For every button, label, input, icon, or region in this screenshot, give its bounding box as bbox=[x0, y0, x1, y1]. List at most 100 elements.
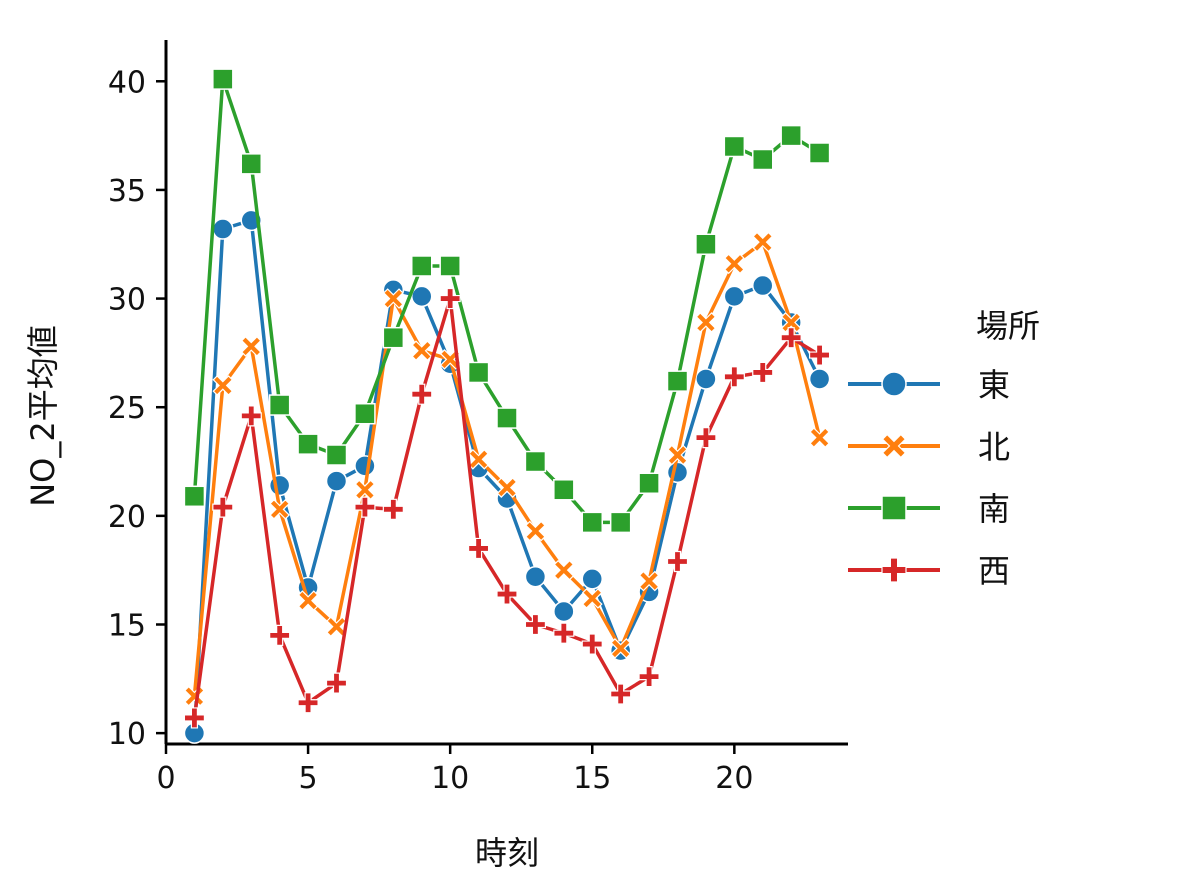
data-point bbox=[808, 142, 831, 164]
series-3 bbox=[183, 68, 831, 534]
data-point bbox=[581, 588, 603, 609]
legend-label: 西 bbox=[978, 552, 1010, 590]
series-line bbox=[192, 240, 822, 697]
data-point bbox=[354, 402, 376, 425]
data-point bbox=[809, 427, 830, 448]
legend-item: 東 bbox=[848, 366, 1010, 404]
data-point bbox=[752, 274, 774, 297]
data-point bbox=[325, 672, 348, 694]
data-point bbox=[468, 449, 489, 470]
data-point bbox=[524, 613, 547, 636]
data-point bbox=[752, 148, 774, 171]
legend-title: 場所 bbox=[976, 307, 1040, 345]
data-point bbox=[638, 472, 660, 495]
data-point bbox=[439, 255, 461, 277]
x-tick-label: 10 bbox=[431, 761, 469, 796]
data-point bbox=[666, 370, 689, 392]
legend-marker bbox=[881, 371, 907, 397]
data-point bbox=[752, 231, 774, 253]
data-point bbox=[666, 550, 689, 573]
data-point bbox=[808, 344, 831, 366]
data-point bbox=[780, 124, 802, 147]
data-point bbox=[610, 683, 632, 705]
data-point bbox=[553, 600, 575, 623]
data-point bbox=[525, 520, 546, 542]
series-4 bbox=[183, 287, 831, 729]
y-tick-label: 25 bbox=[108, 391, 146, 426]
data-point bbox=[297, 590, 319, 611]
data-point bbox=[354, 496, 376, 518]
data-point bbox=[780, 312, 802, 333]
data-point bbox=[524, 565, 547, 588]
legend-item: 南 bbox=[848, 490, 1010, 528]
data-point bbox=[695, 368, 717, 390]
data-point bbox=[411, 285, 433, 308]
data-point bbox=[467, 361, 490, 384]
data-point bbox=[212, 496, 234, 518]
data-point bbox=[723, 135, 746, 158]
y-tick-label: 35 bbox=[108, 174, 146, 209]
data-point bbox=[382, 498, 404, 520]
data-point bbox=[496, 477, 518, 498]
data-point bbox=[752, 361, 774, 384]
data-point bbox=[723, 366, 745, 388]
y-ticks: 10 15 20 25 30 35 40 bbox=[108, 65, 166, 752]
series-1 bbox=[183, 209, 831, 744]
data-point bbox=[354, 479, 376, 501]
data-point bbox=[212, 375, 234, 396]
legend-label: 南 bbox=[978, 490, 1010, 528]
data-point bbox=[269, 498, 291, 520]
data-point bbox=[411, 383, 433, 405]
data-point bbox=[723, 253, 745, 275]
data-point bbox=[212, 218, 234, 240]
data-point bbox=[411, 340, 433, 362]
data-point bbox=[183, 707, 206, 729]
data-point bbox=[808, 368, 831, 390]
x-tick-label: 20 bbox=[715, 761, 753, 796]
legend-marker bbox=[881, 433, 907, 459]
data-point bbox=[524, 450, 547, 473]
data-point bbox=[183, 485, 206, 508]
data-point bbox=[240, 405, 262, 427]
legend-label: 北 bbox=[978, 428, 1010, 466]
data-point bbox=[638, 666, 660, 688]
data-point bbox=[297, 433, 319, 455]
y-tick-label: 30 bbox=[108, 283, 146, 318]
data-point bbox=[269, 624, 291, 646]
data-point bbox=[325, 470, 348, 492]
data-point bbox=[411, 255, 433, 277]
data-point bbox=[240, 336, 262, 357]
y-tick-label: 10 bbox=[108, 717, 146, 752]
y-tick-label: 20 bbox=[108, 500, 146, 535]
data-point bbox=[496, 407, 518, 429]
data-point bbox=[326, 616, 347, 638]
data-point bbox=[496, 583, 518, 605]
legend-item: 北 bbox=[848, 428, 1010, 466]
plot-area bbox=[183, 68, 831, 744]
data-point bbox=[354, 455, 376, 477]
data-point bbox=[667, 444, 688, 466]
data-point bbox=[723, 285, 746, 308]
data-point bbox=[695, 427, 717, 449]
data-point bbox=[382, 326, 405, 349]
series-2 bbox=[184, 231, 830, 707]
data-point bbox=[325, 444, 348, 466]
y-axis-title: NO_2平均値 bbox=[24, 325, 62, 507]
data-point bbox=[382, 288, 404, 309]
data-point bbox=[581, 568, 603, 590]
y-tick-label: 15 bbox=[108, 608, 146, 643]
data-point bbox=[297, 692, 319, 714]
data-point bbox=[581, 511, 603, 534]
data-point bbox=[581, 633, 603, 655]
x-axis-title: 時刻 bbox=[475, 834, 539, 872]
legend-item: 西 bbox=[848, 552, 1010, 590]
data-point bbox=[780, 327, 802, 349]
data-point bbox=[467, 537, 490, 560]
y-tick-label: 40 bbox=[108, 65, 146, 100]
legend-marker bbox=[881, 495, 907, 521]
data-point bbox=[553, 479, 575, 501]
data-point bbox=[695, 233, 717, 255]
x-tick-label: 0 bbox=[156, 761, 175, 796]
